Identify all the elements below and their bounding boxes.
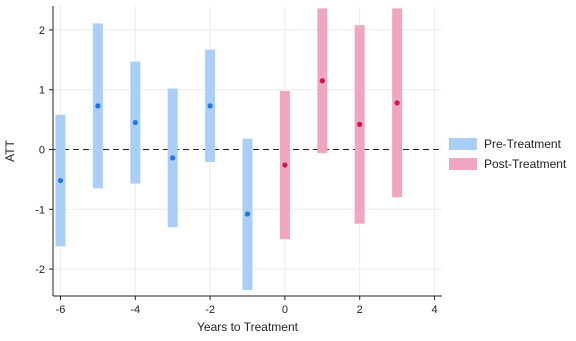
x-tick-label: 0 bbox=[282, 304, 288, 316]
x-tick-label: 4 bbox=[431, 304, 437, 316]
legend-swatch bbox=[449, 138, 477, 150]
x-axis-label: Years to Treatment bbox=[197, 320, 299, 334]
y-tick-label: 2 bbox=[39, 25, 45, 37]
point-estimate bbox=[244, 211, 251, 217]
point-estimate bbox=[170, 155, 176, 161]
point-estimate bbox=[57, 177, 64, 184]
x-tick-label: -4 bbox=[130, 304, 140, 316]
y-tick-label: -2 bbox=[35, 264, 45, 276]
point-estimate bbox=[319, 78, 325, 84]
plot-marks bbox=[55, 8, 403, 291]
y-tick-label: -1 bbox=[35, 204, 45, 216]
y-tick-label: 0 bbox=[39, 145, 45, 157]
x-tick-label: 2 bbox=[357, 304, 363, 316]
point-estimate bbox=[95, 103, 101, 109]
y-tick-label: 1 bbox=[39, 85, 45, 97]
x-tick-label: -6 bbox=[56, 304, 66, 316]
point-estimate bbox=[357, 121, 363, 127]
point-estimate bbox=[132, 119, 138, 126]
point-estimate bbox=[394, 100, 400, 106]
legend-label: Pre-Treatment bbox=[484, 137, 562, 151]
y-axis-label: ATT bbox=[3, 139, 17, 161]
legend: Pre-Treatment Post-Treatment bbox=[449, 137, 567, 171]
legend-label: Post-Treatment bbox=[484, 157, 567, 171]
x-tick-label: -2 bbox=[205, 304, 215, 316]
legend-swatch bbox=[449, 158, 477, 170]
axes: -2 -1 0 1 2 -6 -4 -2 0 2 4 bbox=[35, 6, 442, 316]
point-estimate bbox=[207, 103, 213, 109]
point-estimate bbox=[282, 162, 288, 168]
